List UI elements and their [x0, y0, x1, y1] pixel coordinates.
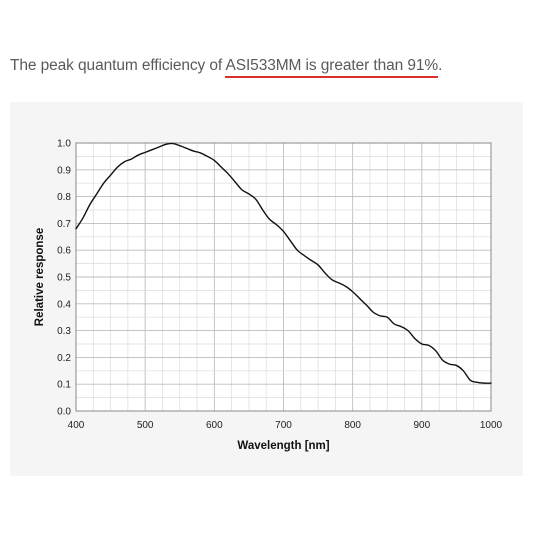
- x-tick-label: 800: [344, 420, 361, 431]
- plot-frame: [75, 142, 492, 412]
- qe-chart: 400 500 600 700 800 900 1000 0.0 0.1 0.2 0.3 0.4 0.5…: [34, 139, 503, 453]
- y-tick-label: 0.1: [57, 380, 71, 391]
- headline-end: .: [438, 57, 443, 74]
- response-curve: [75, 142, 492, 384]
- y-axis-label: Relative response: [34, 228, 46, 326]
- x-tick-label: 700: [275, 420, 292, 431]
- y-tick-label: 0.2: [57, 353, 71, 364]
- y-tick-label: 0.9: [57, 165, 71, 176]
- x-tick-label: 500: [137, 420, 154, 431]
- grid: [75, 142, 492, 412]
- y-tick-label: 0.3: [57, 326, 71, 337]
- y-tick-label: 0.5: [57, 273, 71, 284]
- y-tick-label: 1.0: [57, 139, 71, 150]
- x-tick-label: 400: [68, 420, 85, 431]
- tick-labels: 400 500 600 700 800 900 1000 0.0 0.1 0.2 0.3 0.4 0.5…: [57, 139, 502, 432]
- y-tick-label: 0.0: [57, 407, 71, 418]
- headline-highlight: ASI533MM is greater than 91%: [225, 57, 438, 78]
- chart-panel: 400 500 600 700 800 900 1000 0.0 0.1 0.2 0.3 0.4 0.5…: [10, 102, 523, 476]
- x-tick-label: 1000: [480, 420, 503, 431]
- y-tick-label: 0.6: [57, 246, 71, 257]
- y-tick-label: 0.7: [57, 219, 71, 230]
- x-tick-label: 900: [413, 420, 430, 431]
- y-tick-label: 0.4: [57, 299, 71, 310]
- headline-text: The peak quantum efficiency of: [10, 57, 226, 74]
- x-axis-label: Wavelength [nm]: [237, 440, 329, 452]
- y-tick-label: 0.8: [57, 192, 71, 203]
- x-tick-label: 600: [206, 420, 223, 431]
- series-layer: [75, 142, 492, 384]
- headline: The peak quantum efficiency of ASI533MM …: [10, 57, 443, 78]
